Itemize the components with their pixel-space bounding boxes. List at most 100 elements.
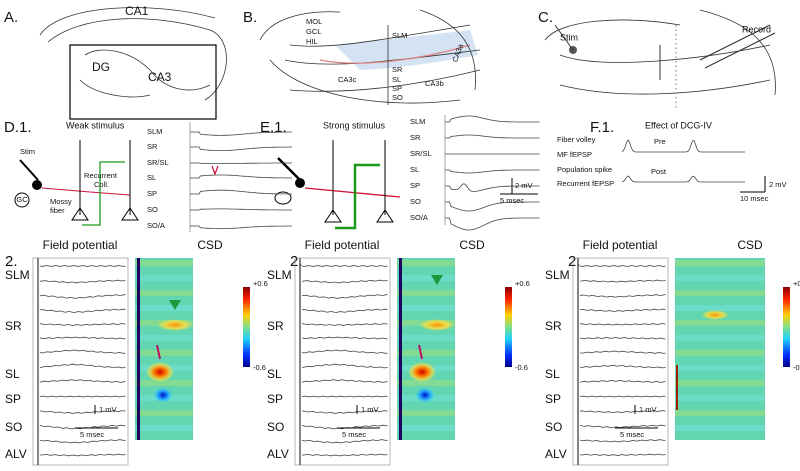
label: 1 mV xyxy=(99,405,117,414)
csd-source xyxy=(153,387,173,403)
csd-map xyxy=(135,258,193,440)
label: CSD xyxy=(459,238,485,252)
stim-artifact xyxy=(676,365,678,410)
label: 1 mV xyxy=(639,405,657,414)
csd-band xyxy=(135,290,193,296)
arrow xyxy=(156,344,161,360)
trace xyxy=(301,379,388,383)
label: ALV xyxy=(5,447,27,461)
hippocampus-sketch-a xyxy=(39,7,227,120)
trace xyxy=(579,410,666,414)
csd-band xyxy=(397,425,455,431)
label: SP xyxy=(410,181,420,190)
trace xyxy=(190,174,292,179)
trace xyxy=(579,308,666,312)
trace xyxy=(579,337,666,340)
label: SO xyxy=(545,420,562,434)
csd-band xyxy=(135,410,193,416)
csd-band xyxy=(675,365,765,371)
label: Fiber volley xyxy=(557,135,596,144)
label: 2. xyxy=(5,253,18,270)
label: +0.6 xyxy=(793,279,800,288)
field-frame xyxy=(32,257,129,466)
label: +0.6 xyxy=(515,279,530,288)
label: GC xyxy=(16,195,28,204)
trace xyxy=(190,208,292,211)
trace xyxy=(39,363,126,369)
trace xyxy=(301,395,388,398)
trace xyxy=(301,439,388,444)
label: SP xyxy=(267,392,283,406)
label: 2. xyxy=(290,253,303,270)
csd-band xyxy=(675,275,765,281)
trace xyxy=(301,410,388,414)
csd-band xyxy=(675,260,765,266)
label: 2. xyxy=(568,253,581,270)
trace xyxy=(445,115,540,123)
label: HIL xyxy=(306,37,318,46)
trace xyxy=(621,175,745,183)
label: SR xyxy=(392,65,403,74)
trace xyxy=(39,336,126,340)
trace xyxy=(301,265,388,267)
label: CA3c xyxy=(338,75,357,84)
csd-band xyxy=(135,425,193,431)
label: MOL xyxy=(306,17,322,26)
trace xyxy=(579,364,666,369)
csd-band xyxy=(397,275,455,281)
csd-band xyxy=(397,305,455,311)
csd-map xyxy=(397,258,455,440)
label: SP xyxy=(5,392,21,406)
csd-band xyxy=(675,290,765,296)
trace xyxy=(301,349,388,354)
label: Field potential xyxy=(583,238,658,252)
label: CSD xyxy=(737,238,763,252)
label: Record xyxy=(742,24,771,34)
trace xyxy=(445,169,540,174)
label: SO/A xyxy=(410,213,428,222)
label: E.1. xyxy=(260,119,287,136)
csd-band xyxy=(675,380,765,386)
label: SL xyxy=(5,367,20,381)
label: 5 msec xyxy=(342,430,366,439)
csd-band xyxy=(135,275,193,281)
label: SLM xyxy=(147,127,162,136)
arrow xyxy=(211,165,219,176)
trace xyxy=(190,189,292,195)
csd-map xyxy=(675,258,765,440)
label: CA3 xyxy=(148,70,172,84)
label: SLM xyxy=(410,117,425,126)
trace xyxy=(579,294,666,298)
label: A. xyxy=(4,9,18,26)
trace xyxy=(445,134,540,139)
trace xyxy=(579,350,666,354)
label: -0.6 xyxy=(793,363,800,372)
csd-source xyxy=(415,387,435,403)
arrowhead xyxy=(169,300,181,310)
label: ALV xyxy=(545,447,567,461)
colorbar xyxy=(243,287,250,367)
label: -0.6 xyxy=(515,363,528,372)
trace xyxy=(190,146,292,151)
label: Stim xyxy=(20,147,35,156)
label: MF fEPSP xyxy=(557,150,592,159)
trace xyxy=(39,379,126,383)
label: Recurrent xyxy=(84,171,118,180)
trace xyxy=(579,395,666,398)
stim-artifact xyxy=(137,258,140,440)
csd-band xyxy=(675,350,765,356)
label: SO xyxy=(392,93,403,102)
label: CA1 xyxy=(125,4,149,18)
label: Field potential xyxy=(43,238,118,252)
csd-band xyxy=(135,305,193,311)
trace xyxy=(301,336,388,340)
trace xyxy=(39,265,126,267)
label: -0.6 xyxy=(253,363,266,372)
label: SL xyxy=(267,367,282,381)
hippocampus-sketch-c xyxy=(544,9,776,110)
trace xyxy=(190,131,292,136)
trace xyxy=(39,349,126,354)
csd-band xyxy=(675,395,765,401)
stim-artifact xyxy=(399,258,402,440)
